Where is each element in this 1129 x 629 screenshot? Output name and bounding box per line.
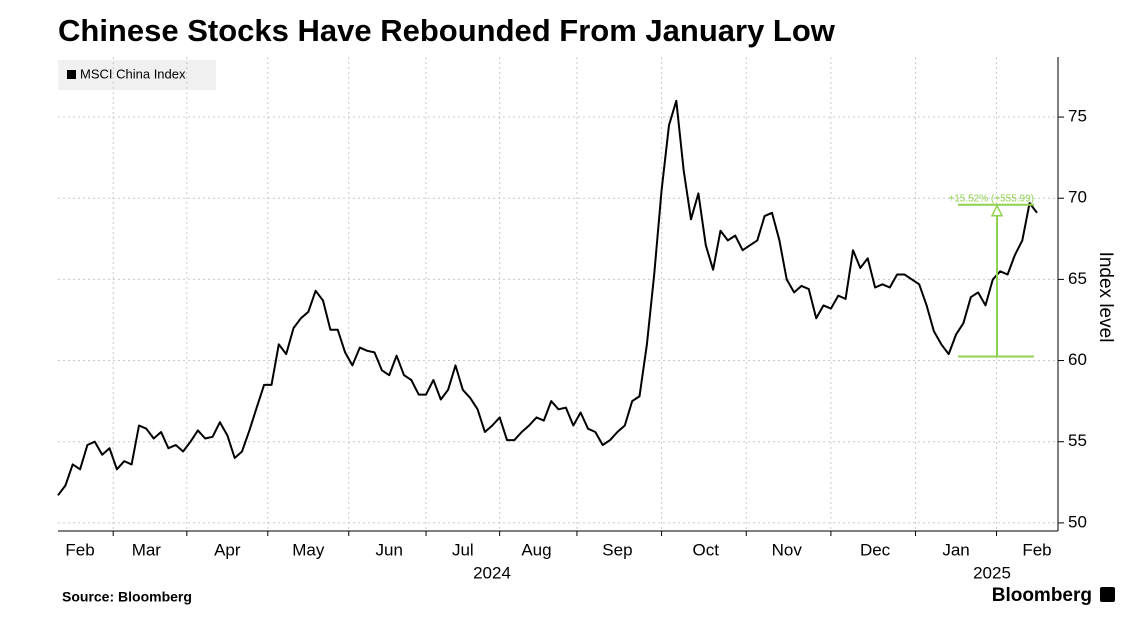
x-tick-label: Aug	[521, 540, 551, 559]
x-tick-label: Feb	[1022, 540, 1051, 559]
annotation-arrowhead	[990, 204, 1004, 217]
x-tick-label: Jun	[376, 540, 403, 559]
y-tick-label: 50	[1068, 512, 1087, 531]
x-tick-label: Jul	[452, 540, 474, 559]
y-tick-label: 75	[1068, 107, 1087, 126]
legend-swatch	[67, 70, 76, 79]
x-tick-label: Mar	[132, 540, 162, 559]
y-tick-label: 65	[1068, 269, 1087, 288]
x-tick-label: Sep	[602, 540, 632, 559]
x-tick-label: Nov	[772, 540, 803, 559]
annotation-label: +15.52% (+555.99)	[948, 193, 1034, 204]
brand-icon	[1100, 587, 1115, 602]
legend-label: MSCI China Index	[80, 66, 186, 81]
line	[57, 99, 1038, 496]
year-label: 2025	[973, 563, 1011, 582]
y-tick-label: 60	[1068, 350, 1087, 369]
y-tick-label: 55	[1068, 431, 1087, 450]
y-axis-label: Index level	[1095, 252, 1116, 343]
y-tick-label: 70	[1068, 188, 1087, 207]
x-tick-label: Dec	[860, 540, 891, 559]
x-tick-label: Oct	[693, 540, 720, 559]
brand: Bloomberg	[992, 585, 1092, 606]
x-tick-label: Feb	[65, 540, 94, 559]
x-tick-label: Jan	[942, 540, 969, 559]
source: Source: Bloomberg	[62, 589, 192, 605]
year-label: 2024	[473, 563, 511, 582]
x-tick-label: Apr	[214, 540, 241, 559]
chart-title: Chinese Stocks Have Rebounded From Janua…	[58, 13, 836, 48]
legend-box	[58, 60, 216, 90]
x-tick-label: May	[292, 540, 325, 559]
